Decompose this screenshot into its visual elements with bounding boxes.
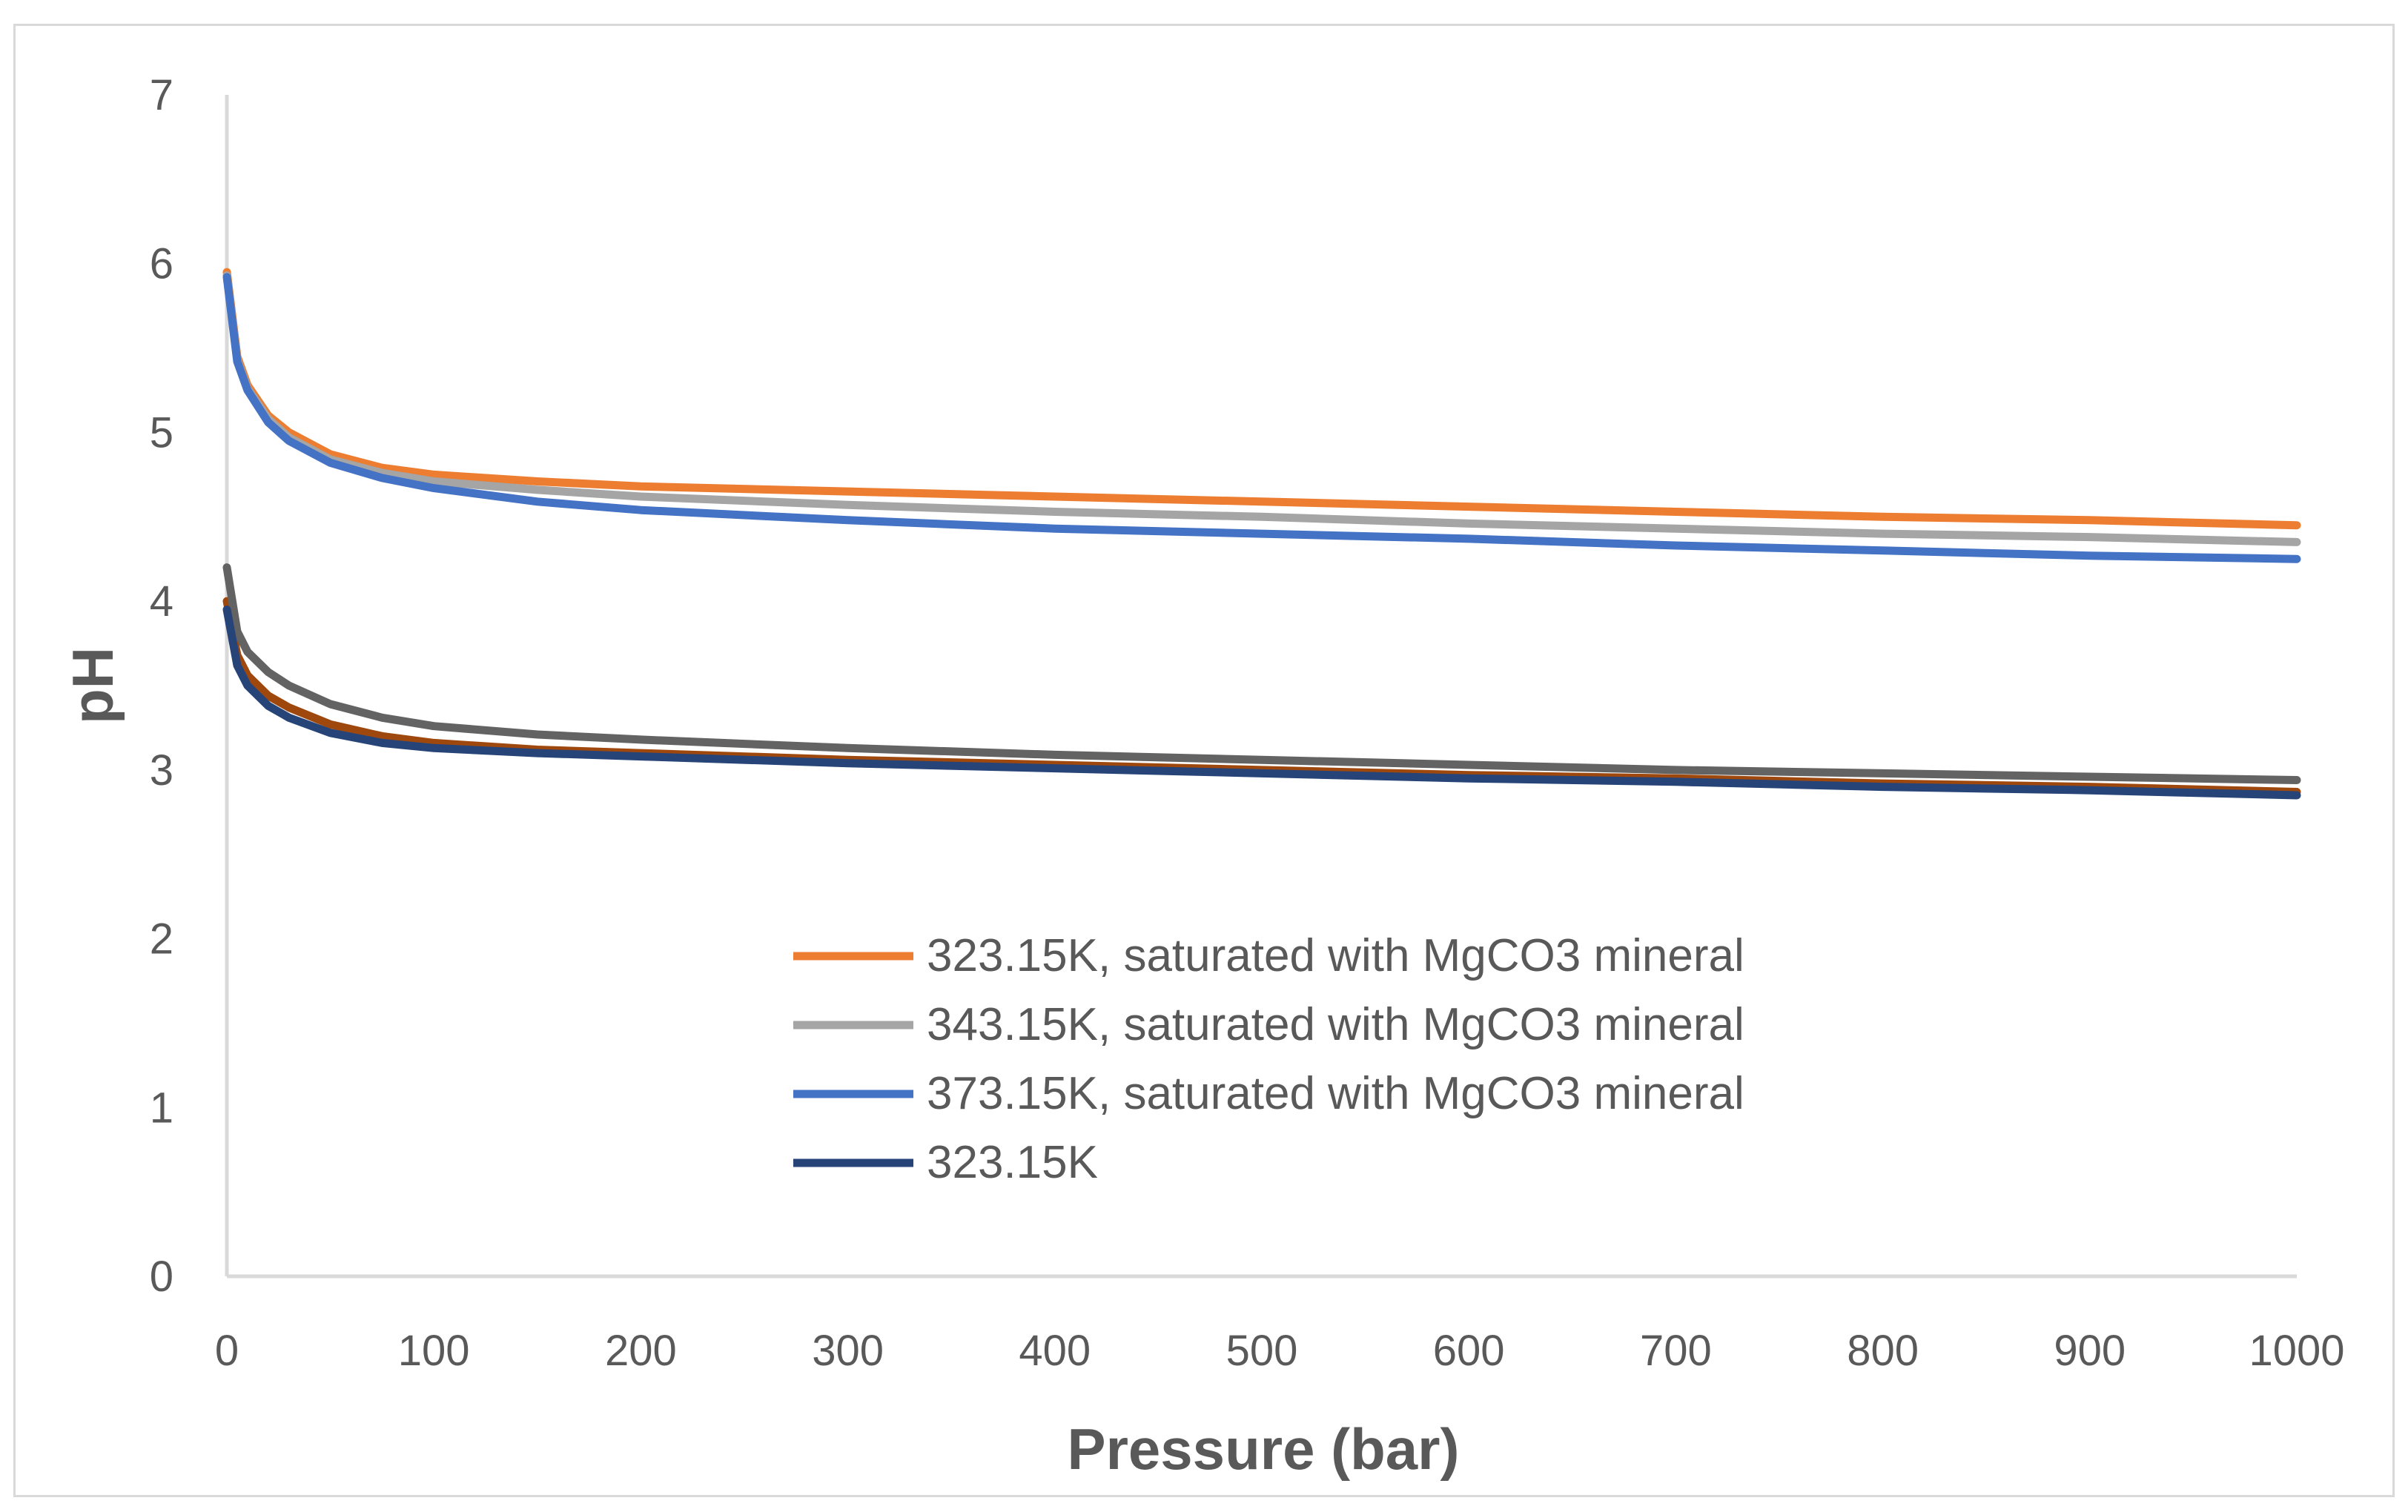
x-tick-labels: 0 100 200 300 400 500 600 700 800 900 1000 (215, 1327, 2345, 1375)
series-line-2 (222, 273, 2301, 563)
x-axis-title: Pressure (bar) (1068, 1416, 1460, 1482)
legend-label: 323.15K, saturated with MgCO3 mineral (927, 930, 1744, 981)
y-tick-label: 7 (150, 71, 173, 119)
x-tick-label: 400 (1019, 1327, 1091, 1375)
y-tick-label: 6 (150, 240, 173, 288)
x-tick-label: 100 (398, 1327, 470, 1375)
legend-label: 373.15K, saturated with MgCO3 mineral (927, 1068, 1744, 1119)
y-axis-title: pH (60, 647, 125, 724)
x-tick-label: 200 (605, 1327, 677, 1375)
y-tick-label: 2 (150, 915, 173, 964)
x-tick-label: 300 (812, 1327, 884, 1375)
y-tick-label: 1 (150, 1084, 173, 1132)
legend-label: 323.15K (927, 1137, 1098, 1188)
x-tick-label: 1000 (2249, 1327, 2344, 1375)
y-tick-labels: 0 1 2 3 4 5 6 7 (150, 71, 173, 1301)
x-tick-label: 700 (1640, 1327, 1712, 1375)
series-line-5 (222, 563, 2301, 784)
x-tick-label: 600 (1433, 1327, 1505, 1375)
y-tick-label: 5 (150, 408, 173, 457)
x-tick-label: 800 (1847, 1327, 1919, 1375)
legend-label: 343.15K, saturated with MgCO3 mineral (927, 999, 1744, 1050)
series-line-3 (222, 606, 2301, 800)
series-lines (222, 268, 2301, 800)
y-tick-label: 0 (150, 1253, 173, 1301)
y-tick-label: 4 (150, 577, 173, 626)
x-tick-label: 900 (2054, 1327, 2126, 1375)
legend: 323.15K, saturated with MgCO3 mineral 343… (793, 930, 1744, 1188)
x-tick-label: 0 (215, 1327, 239, 1375)
x-tick-label: 500 (1226, 1327, 1298, 1375)
y-tick-label: 3 (150, 746, 173, 795)
